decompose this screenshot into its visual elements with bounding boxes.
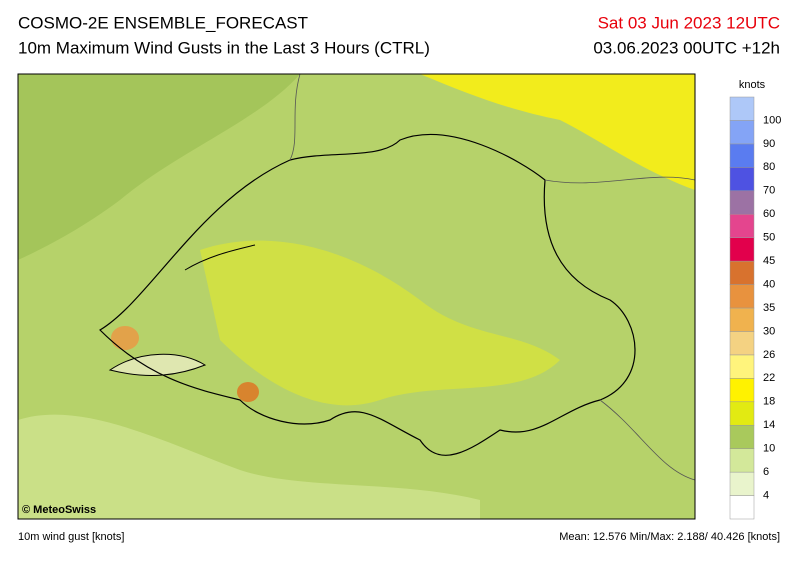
colorbar-label: 60 <box>763 208 775 220</box>
colorbar-box <box>729 331 755 356</box>
colorbar-label: 18 <box>763 396 775 408</box>
colorbar-box <box>729 167 755 192</box>
map-region <box>111 326 139 350</box>
colorbar-label: 10 <box>763 443 775 455</box>
title: COSMO-2E ENSEMBLE_FORECAST <box>18 13 308 32</box>
colorbar: 4 6 10 14 18 22 26 30 35 40 45 50 60 70 80 90 100 <box>729 96 781 520</box>
map-region <box>420 74 695 190</box>
colorbar-box <box>729 96 755 121</box>
colorbar-label: 35 <box>763 302 775 314</box>
country-border <box>99 134 636 456</box>
colorbar-label: 45 <box>763 255 775 267</box>
colorbar-box <box>729 401 755 426</box>
colorbar-label: 90 <box>763 138 775 150</box>
colorbar-box <box>729 378 755 403</box>
colorbar-label: 100 <box>763 114 781 126</box>
subtitle: 10m Maximum Wind Gusts in the Last 3 Hou… <box>18 38 430 57</box>
colorbar-box <box>729 120 755 145</box>
map-region <box>237 382 259 402</box>
lake <box>108 353 207 376</box>
colorbar-box <box>729 471 755 496</box>
colorbar-label: 50 <box>763 232 775 244</box>
credit: © MeteoSwiss <box>22 504 96 516</box>
colorbar-label: 6 <box>763 466 769 478</box>
colorbar-box <box>729 237 755 262</box>
border <box>289 73 696 481</box>
colorbar-label: 80 <box>763 161 775 173</box>
colorbar-label: 40 <box>763 278 775 290</box>
footer-right: Mean: 12.576 Min/Max: 2.188/ 40.426 [kno… <box>559 531 780 543</box>
run-time: 03.06.2023 00UTC +12h <box>593 38 780 57</box>
colorbar-box <box>729 213 755 238</box>
map-region <box>18 74 300 260</box>
colorbar-label: 14 <box>763 419 775 431</box>
colorbar-box <box>729 354 755 379</box>
colorbar-label: 30 <box>763 325 775 337</box>
map-region <box>18 414 480 519</box>
valid-time: Sat 03 Jun 2023 12UTC <box>598 13 780 32</box>
colorbar-box <box>729 260 755 285</box>
colorbar-box <box>729 495 755 520</box>
map-region <box>200 240 560 406</box>
footer-left: 10m wind gust [knots] <box>18 531 124 543</box>
colorbar-box <box>729 143 755 168</box>
colorbar-label: 22 <box>763 372 775 384</box>
colorbar-label: 4 <box>763 489 769 501</box>
map-frame <box>17 73 696 520</box>
colorbar-box <box>729 190 755 215</box>
map: © MeteoSwiss <box>17 73 696 520</box>
colorbar-box <box>729 424 755 449</box>
colorbar-unit: knots <box>739 79 766 91</box>
lake <box>184 244 256 271</box>
colorbar-label: 70 <box>763 185 775 197</box>
colorbar-box <box>729 448 755 473</box>
colorbar-box <box>729 307 755 332</box>
colorbar-box <box>729 284 755 309</box>
colorbar-label: 26 <box>763 349 775 361</box>
